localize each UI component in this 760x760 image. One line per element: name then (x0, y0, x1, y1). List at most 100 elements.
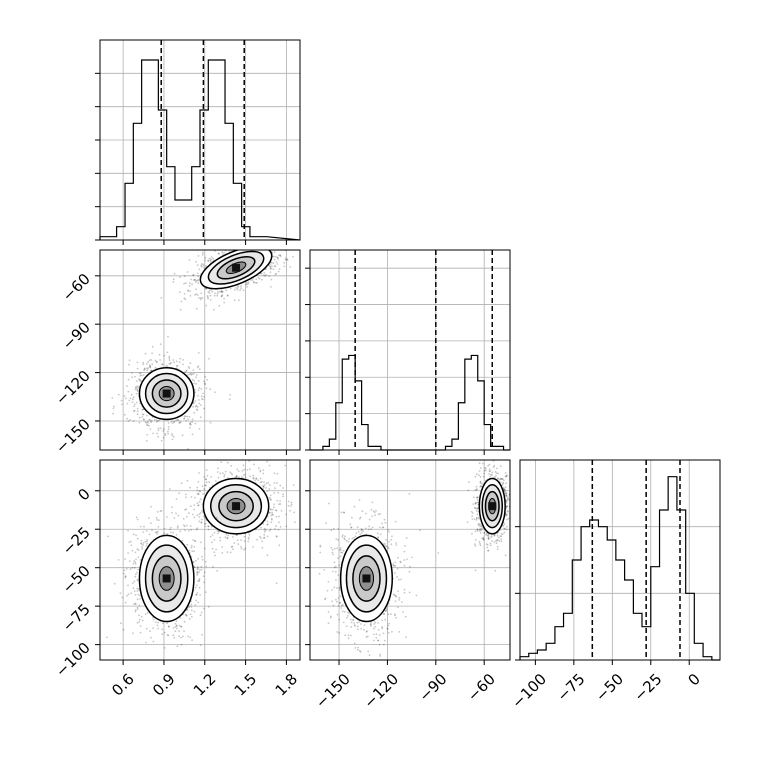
p20-point (180, 643, 183, 646)
p20-point (198, 472, 201, 474)
p10-point (286, 258, 289, 261)
p10-point (214, 250, 217, 252)
p20-point (127, 552, 129, 554)
p21-point (489, 470, 492, 472)
p10-point (257, 243, 259, 245)
p20-point (272, 514, 274, 516)
p21-point (370, 508, 373, 511)
p10-y-tick-label-1: −90 (59, 318, 94, 353)
p10-point (236, 287, 239, 290)
p10-point (277, 270, 280, 273)
p21-point (388, 540, 390, 543)
p21-point (479, 528, 482, 530)
p20-point (278, 515, 280, 518)
p21-point (473, 506, 476, 509)
p20-point (259, 477, 262, 480)
p20-point (290, 503, 293, 506)
p20-point (134, 575, 137, 578)
p10-point (173, 272, 176, 275)
p21-point (485, 543, 488, 546)
p21-point (495, 474, 497, 477)
p20-point (190, 603, 193, 606)
p21-point (479, 542, 481, 545)
p10-point (173, 421, 176, 424)
p20-point (193, 504, 196, 506)
p21-point (344, 535, 346, 538)
p21-point (331, 551, 334, 554)
p20-point (221, 472, 224, 474)
p20-y-tick-label-2: −50 (59, 562, 94, 597)
p10-point (211, 290, 214, 293)
p10-point (197, 279, 200, 281)
p10-point (206, 295, 209, 297)
p10-point (187, 418, 190, 421)
p10-point (136, 385, 139, 388)
p21-point (331, 570, 334, 573)
p10-point (183, 275, 186, 278)
p10-point (151, 363, 154, 366)
p20-point (269, 528, 272, 531)
p10-point (274, 245, 276, 247)
p20-point (156, 533, 159, 535)
p10-point (138, 416, 141, 419)
p20-point (199, 614, 202, 617)
p10-point (175, 360, 178, 363)
p10-point (181, 434, 184, 437)
p21-point (331, 589, 333, 591)
p10-point (272, 255, 275, 258)
p20-point (171, 511, 173, 514)
p21-point (476, 513, 479, 516)
p10-point (196, 272, 199, 275)
p20-point (268, 464, 271, 467)
p20-point (199, 512, 202, 514)
p21-point (487, 549, 490, 552)
p21-point (512, 521, 514, 523)
p20-point (240, 547, 243, 550)
p21-point (361, 529, 364, 531)
p20-point (284, 464, 287, 467)
p20-point (205, 519, 208, 522)
p10-point (259, 246, 261, 248)
p20-point (205, 478, 208, 481)
p10-point (178, 422, 181, 425)
p21-point (364, 512, 367, 515)
p10-point (145, 440, 148, 442)
p20-point (219, 536, 222, 539)
p21-point (376, 532, 379, 535)
p20-point (219, 472, 222, 475)
p21-point (398, 596, 401, 599)
p20-point (166, 634, 169, 636)
p20-point (132, 533, 135, 536)
p10-point (162, 436, 165, 439)
p20-point (201, 558, 204, 561)
p10-point (217, 252, 220, 255)
p20-peak-pixel (232, 502, 241, 511)
p21-point (484, 467, 487, 470)
p10-point (198, 368, 201, 371)
p10-point (194, 422, 197, 425)
p20-point (130, 540, 132, 543)
p20-point (263, 486, 265, 488)
p10-point (159, 343, 162, 346)
p10-point (193, 411, 196, 414)
p20-point (190, 546, 193, 549)
p20-point (136, 537, 139, 540)
p10-point (178, 421, 181, 424)
p21-point (476, 501, 479, 504)
p10-point (120, 399, 123, 402)
p20-point (203, 488, 206, 490)
p20-point (268, 511, 271, 514)
p21-point (487, 537, 490, 539)
p10-point (207, 291, 210, 294)
p10-point (192, 369, 195, 371)
p20-point (136, 571, 139, 574)
p10-point (195, 382, 198, 385)
p20-point (188, 549, 191, 552)
p21-point (396, 568, 399, 570)
p21-point (338, 564, 340, 567)
p20-point (156, 511, 159, 513)
p21-point (385, 607, 388, 610)
p20-point (259, 469, 262, 472)
p21-point (398, 578, 400, 581)
p21-point (345, 625, 348, 628)
